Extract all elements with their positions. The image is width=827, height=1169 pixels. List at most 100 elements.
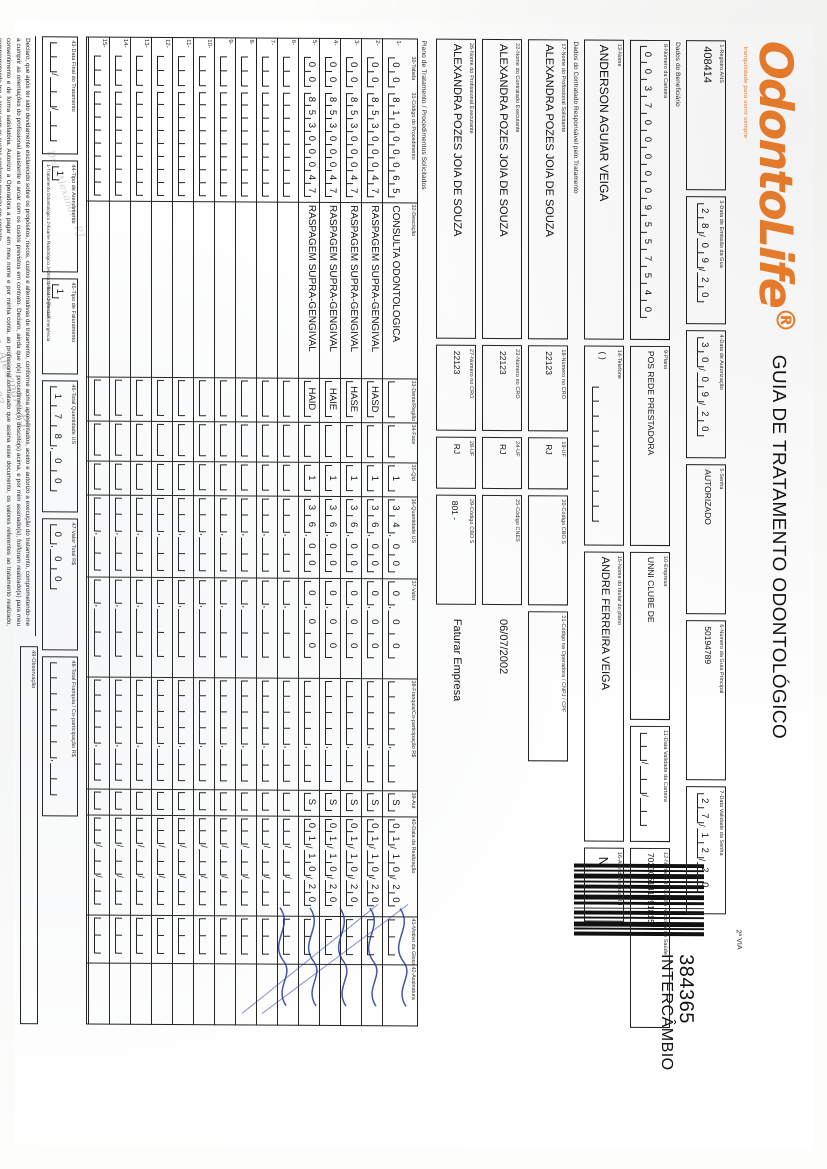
table-row[interactable]: 3- 0 0 8 5 3 0 0 0 4 7 RASPAGEM SUPRA-GENGIVAL HASE 1… [341, 38, 362, 1026]
cell-codigo[interactable] [135, 91, 149, 196]
cell-us[interactable]: , [156, 497, 170, 571]
table-row[interactable]: 6-,,, / / [278, 37, 299, 1025]
cell-us[interactable]: , [261, 498, 275, 571]
cell-us[interactable]: , [198, 497, 212, 571]
cell-franquia[interactable]: , [219, 679, 233, 781]
cell-qtd[interactable] [93, 463, 107, 490]
cell-us[interactable]: , [93, 497, 107, 570]
cell-data[interactable]: / / [114, 817, 128, 905]
cell-us[interactable]: , [240, 497, 254, 571]
cell-franquia[interactable]: , [198, 679, 212, 781]
cell-codigo[interactable] [219, 91, 233, 196]
table-row[interactable]: 11-,,, / / [173, 37, 194, 1025]
cell-tabela[interactable] [240, 55, 254, 87]
cell-tabela[interactable] [114, 55, 128, 86]
cell-codigo[interactable] [114, 91, 128, 196]
cell-face[interactable] [114, 423, 128, 456]
cell-dente[interactable] [114, 379, 128, 416]
cell-franquia[interactable]: , [240, 679, 254, 781]
cell-face[interactable] [366, 424, 380, 457]
table-row[interactable]: 4- 0 0 8 5 3 0 0 0 4 7 RASPAGEM SUPRA-GENGIVAL HAIE 1… [320, 37, 341, 1025]
cell-codigo[interactable] [156, 91, 170, 196]
table-row[interactable]: 10-,,, / / [194, 37, 215, 1025]
cell-face[interactable] [345, 424, 359, 457]
cell-valor[interactable]: , [282, 580, 296, 657]
cell-franquia[interactable]: , [303, 680, 317, 781]
cell-us[interactable]: , [282, 498, 296, 571]
cell-glosa[interactable] [198, 917, 212, 954]
cell-data[interactable]: 0 1/1 0/2 0 [387, 818, 401, 906]
cell-dente[interactable]: HASD [366, 380, 380, 417]
cell-glosa[interactable] [114, 917, 128, 954]
cell-aut[interactable] [240, 791, 254, 811]
cell-codigo[interactable] [198, 91, 212, 196]
cell-aut[interactable] [135, 791, 149, 810]
cell-face[interactable] [219, 423, 233, 456]
cell-franquia[interactable]: , [177, 679, 191, 781]
cell-face[interactable] [198, 423, 212, 456]
cell-aut[interactable] [156, 791, 170, 810]
cell-face[interactable] [324, 424, 338, 457]
cell-valor[interactable]: , [198, 579, 212, 657]
cell-aut[interactable]: S [366, 792, 380, 811]
cell-dente[interactable] [282, 380, 296, 417]
cell-glosa[interactable] [219, 917, 233, 954]
table-row[interactable]: 7-,,, / / [257, 37, 278, 1025]
cell-tabela[interactable] [198, 55, 212, 86]
cell-face[interactable] [93, 423, 107, 456]
cell-valor[interactable]: , [135, 579, 149, 656]
cell-tabela[interactable] [93, 55, 107, 86]
cell-codigo[interactable] [177, 91, 191, 196]
cell-dente[interactable] [387, 380, 401, 417]
cell-face[interactable] [240, 423, 254, 457]
cell-data[interactable]: / / [219, 817, 233, 905]
cell-dente[interactable] [219, 379, 233, 416]
cell-us[interactable]: , [177, 497, 191, 571]
cell-aut[interactable] [261, 792, 275, 811]
cell-qtd[interactable] [282, 464, 296, 491]
cell-face[interactable] [177, 423, 191, 456]
table-row[interactable]: 14-,,, / / [110, 36, 131, 1024]
cell-qtd[interactable] [114, 463, 128, 490]
cell-qtd[interactable] [156, 463, 170, 490]
cell-aut[interactable] [219, 791, 233, 810]
cell-codigo[interactable] [240, 91, 254, 197]
cell-dente[interactable] [135, 379, 149, 416]
cell-face[interactable] [156, 423, 170, 456]
cell-dente[interactable] [240, 379, 254, 417]
cell-qtd[interactable] [177, 463, 191, 490]
cell-tabela[interactable] [156, 55, 170, 86]
cell-dente[interactable]: HASE [345, 380, 359, 417]
cell-franquia[interactable]: , [324, 680, 338, 782]
cell-face[interactable] [282, 424, 296, 457]
cell-valor[interactable]: , [261, 580, 275, 657]
cell-qtd[interactable]: 1 [366, 464, 380, 491]
cell-franquia[interactable]: , [387, 680, 401, 782]
cell-aut[interactable] [114, 791, 128, 810]
cell-valor[interactable]: , [114, 579, 128, 656]
cell-franquia[interactable]: , [135, 679, 149, 780]
table-row[interactable]: 5- 0 0 8 5 3 0 0 0 4 7 RASPAGEM SUPRA-GENGIVAL HAID 1… [299, 37, 320, 1025]
cell-data[interactable]: / / [198, 817, 212, 905]
cell-data[interactable]: / / [261, 818, 275, 906]
cell-qtd[interactable]: 1 [324, 464, 338, 491]
cell-glosa[interactable] [156, 917, 170, 954]
cell-data[interactable]: / / [156, 817, 170, 905]
cell-franquia[interactable]: , [282, 680, 296, 781]
cell-data[interactable]: 0 1/1 0/2 0 [303, 818, 317, 906]
cell-valor[interactable]: , [156, 579, 170, 657]
cell-dente[interactable]: HAIE [324, 380, 338, 417]
cell-data[interactable]: / / [177, 817, 191, 905]
